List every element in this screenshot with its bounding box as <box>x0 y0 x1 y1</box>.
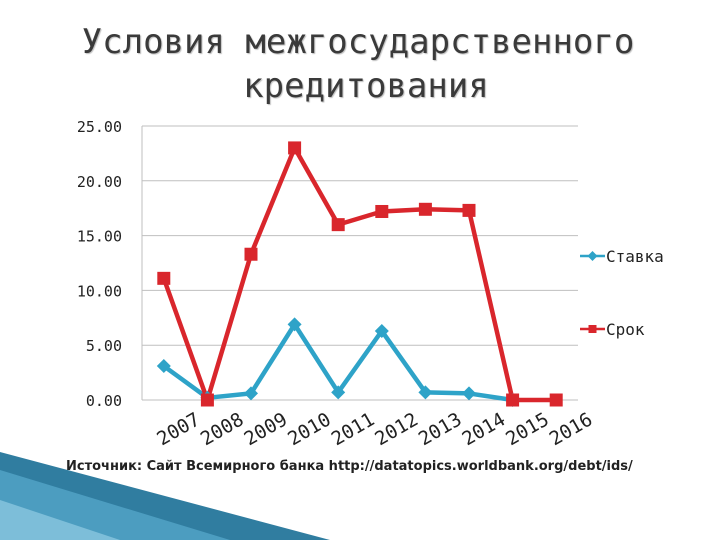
data-point-stavka <box>287 317 302 332</box>
data-point-srok <box>462 203 476 217</box>
data-point-stavka <box>462 386 476 401</box>
x-tick-label: 2009 <box>241 408 292 450</box>
corner-accent-shape <box>0 500 120 540</box>
x-tick-label: 2014 <box>459 408 510 450</box>
x-tick-label: 2007 <box>153 408 204 450</box>
data-point-stavka <box>374 323 389 338</box>
legend-marker <box>588 325 597 333</box>
data-point-srok <box>288 141 302 155</box>
data-point-srok <box>331 218 345 232</box>
y-tick-label: 10.00 <box>77 282 122 300</box>
y-tick-label: 15.00 <box>77 228 122 246</box>
x-tick-label: 2015 <box>502 408 553 450</box>
y-tick-label: 20.00 <box>77 173 122 191</box>
y-tick-label: 25.00 <box>77 118 122 136</box>
x-tick-label: 2016 <box>546 408 597 450</box>
y-tick-label: 0.00 <box>86 392 122 410</box>
y-tick-label: 5.00 <box>86 337 122 355</box>
series-markers <box>156 141 563 407</box>
data-point-stavka <box>331 385 346 400</box>
source-note: Источник: Сайт Всемирного банка http://d… <box>66 459 633 474</box>
series-lines <box>161 145 557 403</box>
data-point-stavka <box>244 386 258 401</box>
legend-marker <box>587 251 598 261</box>
data-point-stavka <box>418 385 433 400</box>
corner-accent-decoration <box>0 452 330 540</box>
data-point-srok <box>506 393 520 407</box>
x-tick-label: 2011 <box>328 408 379 450</box>
data-point-srok <box>549 393 563 407</box>
series-line-srok <box>161 145 557 403</box>
x-tick-label: 2012 <box>371 408 422 450</box>
data-point-srok <box>375 204 389 218</box>
legend-label: Срок <box>606 320 645 339</box>
legend-label: Ставка <box>606 247 664 266</box>
data-point-srok <box>244 247 258 261</box>
x-tick-label: 2008 <box>197 408 248 450</box>
data-point-srok <box>200 393 214 407</box>
x-tick-label: 2010 <box>284 408 335 450</box>
gridlines <box>141 125 578 401</box>
x-tick-label: 2013 <box>415 408 466 450</box>
slide-title-line-1: Условия межгосударственного <box>81 22 635 62</box>
slide-title-line-2: кредитования <box>243 66 489 106</box>
data-point-stavka <box>156 359 171 374</box>
legend: Ставка Срок <box>580 247 664 339</box>
y-tick-labels: 0.00 5.00 10.00 15.00 20.00 25.00 <box>77 118 122 410</box>
data-point-srok <box>418 202 432 216</box>
data-point-srok <box>157 271 171 285</box>
